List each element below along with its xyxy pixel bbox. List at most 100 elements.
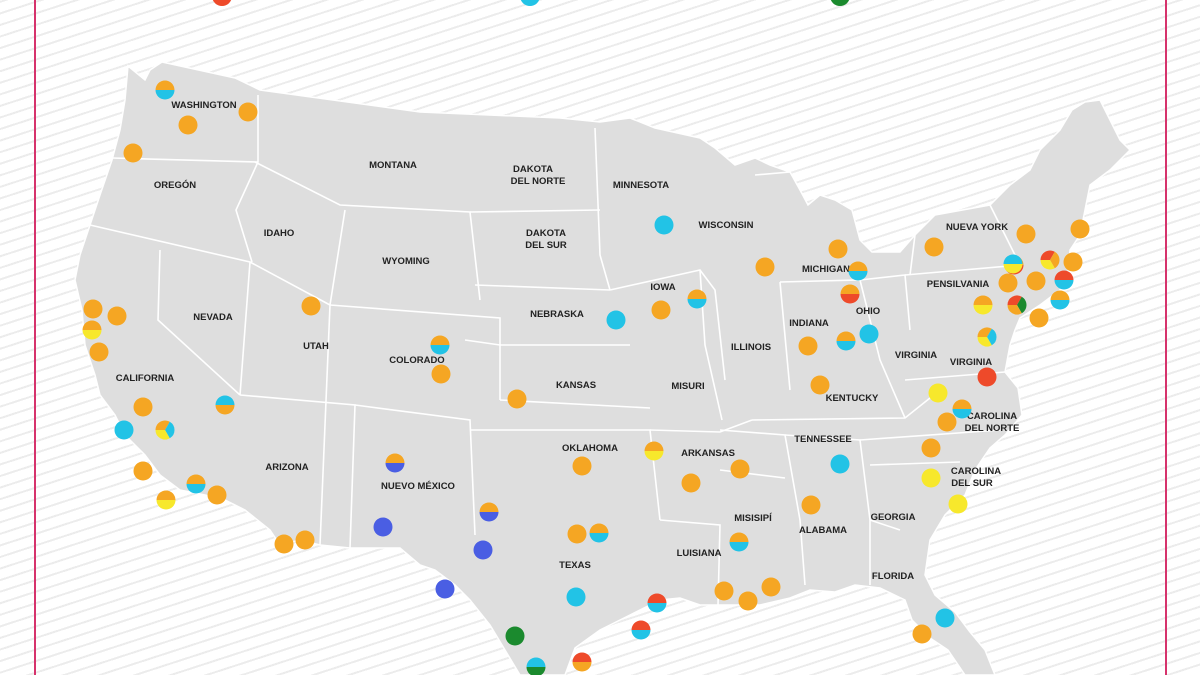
city-marker (912, 624, 932, 644)
city-marker (687, 289, 707, 309)
marker-slice (1016, 224, 1036, 244)
city-marker (83, 299, 103, 319)
marker-slice (973, 295, 993, 305)
state-label: UTAH (303, 341, 329, 352)
state-label: OKLAHOMA (562, 443, 618, 454)
marker-slice (921, 468, 941, 488)
state-label: FLORIDA (872, 571, 914, 582)
state-label: KENTUCKY (826, 393, 879, 404)
marker-slice (473, 540, 493, 560)
marker-slice (1040, 260, 1055, 270)
city-marker (836, 331, 856, 351)
marker-slice (1007, 295, 1022, 305)
state-label: NEVADA (193, 312, 233, 323)
city-marker (301, 296, 321, 316)
marker-slice (431, 364, 451, 384)
state-label: NUEVO MÉXICO (381, 481, 455, 492)
city-marker (973, 295, 993, 315)
marker-slice (82, 320, 102, 330)
city-marker (998, 273, 1018, 293)
marker-slice (215, 405, 235, 415)
marker-slice (1040, 250, 1055, 260)
city-marker (924, 237, 944, 257)
marker-slice (1054, 280, 1074, 290)
marker-slice (738, 591, 758, 611)
marker-slice (1050, 300, 1070, 310)
state-label: WASHINGTON (171, 100, 236, 111)
state-label: VIRGINIA (950, 357, 992, 368)
marker-slice (1003, 264, 1023, 274)
city-marker (738, 591, 758, 611)
state-label: NEBRASKA (530, 309, 584, 320)
marker-slice (373, 517, 393, 537)
city-markers (82, 80, 1090, 675)
city-marker (810, 375, 830, 395)
legend-dot-green (830, 0, 850, 6)
marker-slice (729, 532, 749, 542)
marker-slice (133, 397, 153, 417)
marker-slice (687, 289, 707, 299)
city-marker (977, 327, 997, 347)
city-marker (1007, 295, 1027, 315)
marker-slice (1003, 254, 1023, 264)
city-marker (155, 80, 175, 100)
state-label: LUISIANA (677, 548, 722, 559)
marker-slice (647, 593, 667, 603)
marker-slice (566, 587, 586, 607)
marker-slice (526, 657, 546, 667)
city-marker (207, 485, 227, 505)
state-label: VIRGINIA (895, 350, 937, 361)
city-marker (714, 581, 734, 601)
city-marker (215, 395, 235, 415)
us-landmass (74, 61, 1132, 675)
city-marker (274, 534, 294, 554)
marker-slice (644, 451, 664, 461)
marker-slice (1070, 219, 1090, 239)
marker-slice (178, 115, 198, 135)
city-marker (589, 523, 609, 543)
state-label: WISCONSIN (699, 220, 754, 231)
marker-slice (952, 399, 972, 409)
marker-slice (729, 542, 749, 552)
marker-slice (730, 459, 750, 479)
city-marker (651, 300, 671, 320)
city-marker (505, 626, 525, 646)
state-label: OHIO (856, 306, 880, 317)
city-marker (606, 310, 626, 330)
city-marker (431, 364, 451, 384)
marker-slice (114, 420, 134, 440)
city-marker (935, 608, 955, 628)
city-marker (1070, 219, 1090, 239)
state-label: MISURI (671, 381, 704, 392)
legend-dot-cyan (520, 0, 540, 6)
state-label: DEL SUR (525, 240, 567, 251)
marker-slice (1054, 270, 1074, 280)
city-marker (1063, 252, 1083, 272)
city-marker (1050, 290, 1070, 310)
marker-slice (155, 430, 170, 440)
city-marker (89, 342, 109, 362)
state-label: OREGÓN (154, 179, 196, 191)
marker-slice (647, 603, 667, 613)
city-marker (133, 397, 153, 417)
marker-slice (572, 662, 592, 672)
marker-slice (505, 626, 525, 646)
state-label: NUEVA YORK (946, 222, 1008, 233)
state-label: CALIFORNIA (116, 373, 175, 384)
marker-slice (935, 608, 955, 628)
city-marker (631, 620, 651, 640)
marker-slice (681, 473, 701, 493)
city-marker (473, 540, 493, 560)
marker-slice (274, 534, 294, 554)
marker-slice (952, 409, 972, 419)
city-marker (1040, 250, 1060, 270)
state-label: MICHIGAN (802, 264, 850, 275)
city-marker (566, 587, 586, 607)
city-marker (859, 324, 879, 344)
city-marker (373, 517, 393, 537)
marker-slice (186, 484, 206, 494)
state-label: INDIANA (789, 318, 829, 329)
marker-slice (155, 90, 175, 100)
marker-slice (479, 512, 499, 522)
state-borders (89, 95, 1021, 606)
